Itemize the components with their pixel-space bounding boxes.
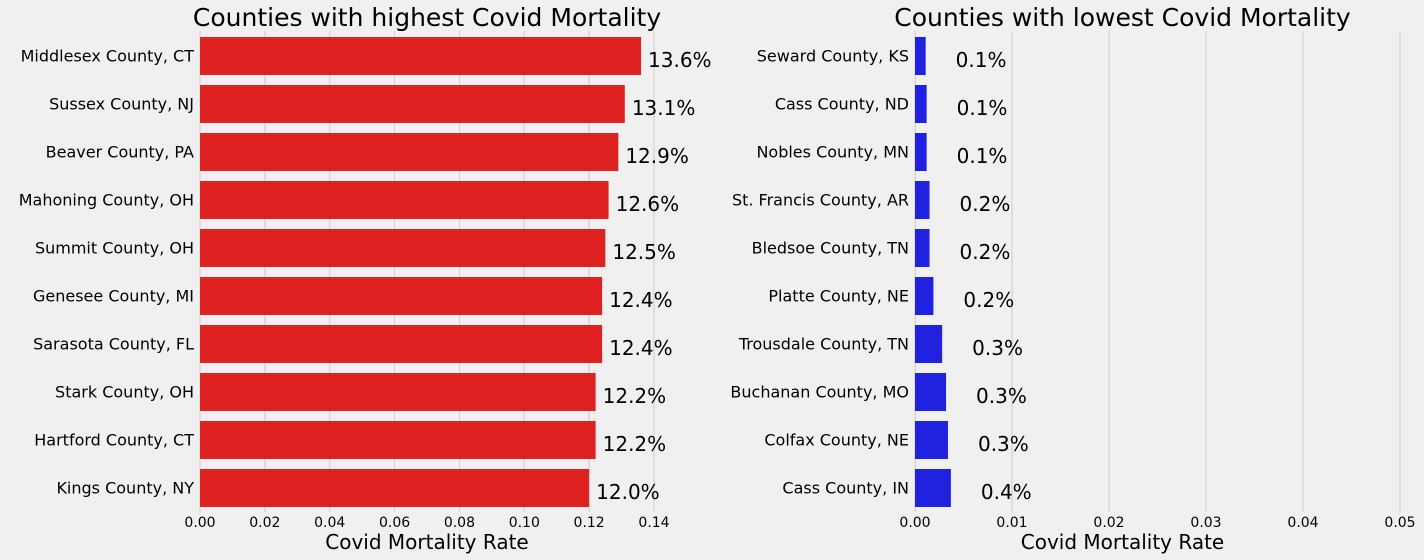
category-label: Sussex County, NJ bbox=[49, 95, 194, 114]
x-tick-label: 0.08 bbox=[444, 515, 475, 531]
data-label: 0.3% bbox=[972, 336, 1023, 360]
chart-title: Counties with lowest Covid Mortality bbox=[894, 3, 1351, 32]
bar bbox=[200, 181, 609, 219]
x-tick-label: 0.02 bbox=[249, 515, 280, 531]
data-label: 0.2% bbox=[963, 288, 1014, 312]
x-tick-label: 0.05 bbox=[1384, 515, 1415, 531]
data-label: 13.1% bbox=[632, 96, 696, 120]
category-label: Cass County, IN bbox=[782, 479, 909, 498]
data-label: 0.2% bbox=[960, 192, 1011, 216]
category-label: Buchanan County, MO bbox=[730, 383, 909, 402]
bar bbox=[200, 325, 603, 363]
bar bbox=[200, 133, 619, 171]
bar bbox=[915, 277, 934, 315]
bar bbox=[200, 37, 642, 75]
x-tick-label: 0.00 bbox=[899, 515, 930, 531]
bar bbox=[200, 229, 606, 267]
lowest-mortality-panel: Seward County, KS 0.1% Cass County, ND 0.1%… bbox=[730, 3, 1415, 554]
data-label: 0.3% bbox=[976, 384, 1027, 408]
x-tick-label: 0.00 bbox=[184, 515, 215, 531]
category-label: Cass County, ND bbox=[775, 95, 909, 114]
bar bbox=[915, 37, 926, 75]
data-label: 0.4% bbox=[981, 480, 1032, 504]
data-label: 12.4% bbox=[609, 288, 673, 312]
data-label: 12.9% bbox=[625, 144, 689, 168]
bar bbox=[915, 325, 943, 363]
category-label: Summit County, OH bbox=[35, 239, 194, 258]
bar bbox=[915, 421, 948, 459]
bar bbox=[915, 373, 947, 411]
data-label: 12.2% bbox=[603, 384, 667, 408]
category-label: Stark County, OH bbox=[55, 383, 194, 402]
bar bbox=[915, 469, 951, 507]
x-tick-label: 0.14 bbox=[638, 515, 669, 531]
data-label: 12.4% bbox=[609, 336, 673, 360]
data-label: 12.2% bbox=[603, 432, 667, 456]
category-label: Beaver County, PA bbox=[46, 143, 194, 162]
data-label: 0.3% bbox=[978, 432, 1029, 456]
data-label: 0.1% bbox=[957, 144, 1008, 168]
category-label: Colfax County, NE bbox=[764, 431, 909, 450]
category-label: Genesee County, MI bbox=[33, 287, 194, 306]
x-tick-label: 0.12 bbox=[574, 515, 605, 531]
data-label: 13.6% bbox=[648, 48, 712, 72]
chart-title: Counties with highest Covid Mortality bbox=[193, 3, 661, 32]
x-tick-label: 0.01 bbox=[996, 515, 1027, 531]
x-tick-label: 0.10 bbox=[509, 515, 540, 531]
x-tick-label: 0.06 bbox=[379, 515, 410, 531]
category-label: Mahoning County, OH bbox=[19, 191, 194, 210]
category-label: Sarasota County, FL bbox=[33, 335, 194, 354]
x-tick-label: 0.02 bbox=[1093, 515, 1124, 531]
bar bbox=[915, 181, 930, 219]
bar bbox=[200, 277, 603, 315]
category-label: Middlesex County, CT bbox=[21, 47, 195, 66]
category-label: St. Francis County, AR bbox=[732, 191, 909, 210]
data-label: 12.0% bbox=[596, 480, 660, 504]
category-label: Nobles County, MN bbox=[756, 143, 909, 162]
x-tick-label: 0.04 bbox=[314, 515, 345, 531]
category-label: Seward County, KS bbox=[757, 47, 909, 66]
bar bbox=[915, 229, 930, 267]
bar bbox=[915, 133, 927, 171]
x-axis-label: Covid Mortality Rate bbox=[1021, 530, 1224, 554]
bar bbox=[200, 373, 596, 411]
highest-mortality-panel: Middlesex County, CT 13.6% Sussex County, … bbox=[19, 3, 712, 554]
category-label: Platte County, NE bbox=[768, 287, 909, 306]
data-label: 0.1% bbox=[956, 48, 1007, 72]
bar bbox=[200, 469, 590, 507]
category-label: Kings County, NY bbox=[56, 479, 194, 498]
data-label: 12.6% bbox=[616, 192, 680, 216]
data-label: 0.1% bbox=[957, 96, 1008, 120]
data-label: 12.5% bbox=[612, 240, 676, 264]
x-tick-label: 0.04 bbox=[1287, 515, 1318, 531]
category-label: Hartford County, CT bbox=[34, 431, 194, 450]
category-label: Bledsoe County, TN bbox=[752, 239, 909, 258]
x-axis-label: Covid Mortality Rate bbox=[325, 530, 528, 554]
bar bbox=[915, 85, 927, 123]
x-tick-label: 0.03 bbox=[1190, 515, 1221, 531]
bar bbox=[200, 85, 625, 123]
category-label: Trousdale County, TN bbox=[738, 335, 909, 354]
data-label: 0.2% bbox=[960, 240, 1011, 264]
bar bbox=[200, 421, 596, 459]
